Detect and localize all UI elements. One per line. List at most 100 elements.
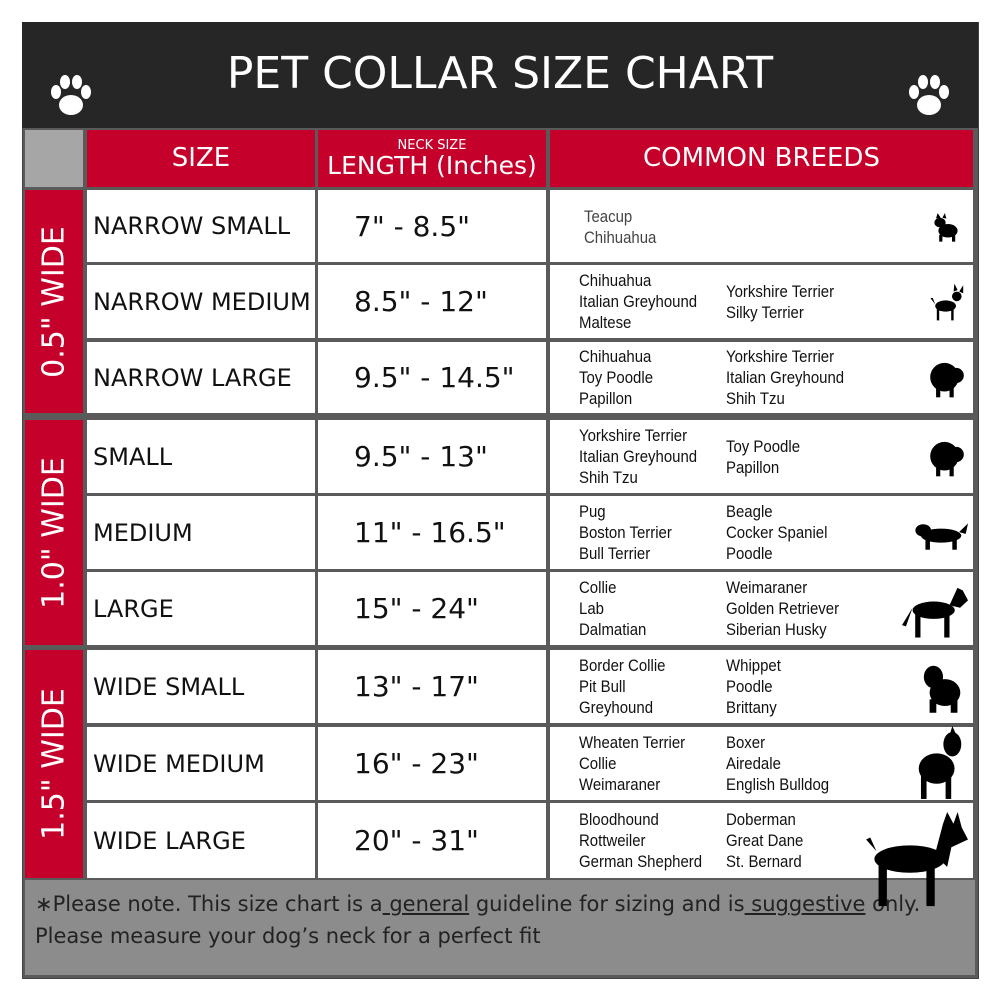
- breed-name: Yorkshire Terrier: [726, 281, 835, 301]
- breed-column: Yorkshire Terrier Italian Greyhound Shih T…: [726, 346, 844, 409]
- breed-name: Boston Terrier: [579, 523, 672, 542]
- breed-column: Toy Poodle Papillon: [726, 436, 800, 478]
- breed-column: Bloodhound Rottweiler German Shepherd: [579, 809, 702, 872]
- breed-name: Great Dane: [726, 831, 804, 850]
- breed-name: Boxer: [726, 733, 766, 752]
- breed-name: St. Bernard: [726, 852, 802, 871]
- header: PET COLLAR SIZE CHART: [22, 22, 978, 128]
- breed-name: Chihuahua: [579, 271, 652, 290]
- chihuahua-icon: [930, 283, 964, 320]
- shepherd-icon: [902, 587, 968, 638]
- breed-name: Weimaraner: [579, 775, 661, 794]
- group-label: 1.0" WIDE: [25, 420, 83, 645]
- breed-name: Dalmatian: [579, 620, 647, 639]
- breed-name: Golden Retriever: [726, 599, 840, 618]
- table-row-breeds: Wheaten Terrier Collie Weimaraner Boxer Aire…: [550, 727, 973, 800]
- breed-name: Bull Terrier: [579, 544, 651, 563]
- breed-name: Italian Greyhound: [726, 368, 845, 387]
- breed-name: Cocker Spaniel: [726, 523, 828, 542]
- note-suggestive: suggestive: [744, 892, 866, 916]
- group-label-text: 1.0" WIDE: [36, 456, 72, 609]
- breed-column: Wheaten Terrier Collie Weimaraner: [579, 732, 685, 795]
- breed-name: Yorkshire Terrier: [726, 347, 835, 366]
- group-label-text: 0.5" WIDE: [36, 225, 72, 378]
- breed-name: Chihuahua: [579, 347, 652, 366]
- table-row-breeds: Collie Lab Dalmatian Weimaraner Golden Retri…: [550, 572, 973, 645]
- note-general: general: [382, 892, 470, 916]
- size-cell: WIDE LARGE: [87, 803, 315, 878]
- breed-name: Siberian Husky: [726, 620, 827, 639]
- footer-note: ∗Please note. This size chart is a gener…: [25, 880, 975, 975]
- size-cell: NARROW LARGE: [87, 342, 315, 413]
- breed-name: Shih Tzu: [726, 389, 785, 408]
- size-cell: SMALL: [87, 420, 315, 493]
- group-label: 1.5" WIDE: [25, 650, 83, 878]
- breed-name: Toy Poodle: [579, 368, 654, 387]
- breed-name: Poodle: [726, 544, 773, 563]
- size-cell: NARROW MEDIUM: [87, 265, 315, 338]
- page-title: PET COLLAR SIZE CHART: [226, 48, 774, 99]
- pomeranian-icon: [930, 441, 964, 476]
- breed-column: Yorkshire Terrier Silky Terrier: [726, 281, 834, 323]
- paw-icon: [909, 75, 949, 115]
- size-cell: LARGE: [87, 572, 315, 645]
- size-cell: MEDIUM: [87, 496, 315, 569]
- header-length: NECK SIZE LENGTH (Inches): [318, 130, 546, 187]
- table-row-breeds: Pug Boston Terrier Bull Terrier Beagle Cocke…: [550, 496, 973, 569]
- length-cell: 7" - 8.5": [318, 190, 546, 262]
- breed-name: Silky Terrier: [726, 302, 804, 322]
- breed-name: Border Collie: [579, 656, 666, 675]
- breed-column: Collie Lab Dalmatian: [579, 577, 646, 640]
- table-row-breeds: Yorkshire Terrier Italian Greyhound Shih T…: [550, 420, 973, 493]
- size-cell: WIDE MEDIUM: [87, 727, 315, 800]
- length-cell: 16" - 23": [318, 727, 546, 800]
- length-cell: 11" - 16.5": [318, 496, 546, 569]
- breed-column: Weimaraner Golden Retriever Siberian Husky: [726, 577, 839, 640]
- table-row-breeds: Chihuahua Toy Poodle Papillon Yorkshire Ter…: [550, 342, 973, 413]
- breed-name: English Bulldog: [726, 775, 830, 794]
- group-label-text: 1.5" WIDE: [36, 688, 72, 840]
- breed-name: Pit Bull: [579, 677, 626, 696]
- note-text: guideline for sizing and is: [469, 892, 745, 916]
- breed-column: Beagle Cocker Spaniel Poodle: [726, 501, 827, 564]
- breed-column: Doberman Great Dane St. Bernard: [726, 809, 803, 872]
- breed-name: Papillon: [726, 457, 780, 477]
- breed-name: Maltese: [579, 313, 632, 332]
- header-size: SIZE: [87, 130, 315, 187]
- length-cell: 8.5" - 12": [318, 265, 546, 338]
- paw-icon: [51, 75, 91, 115]
- breed-column: Boxer Airedale English Bulldog: [726, 732, 829, 795]
- breed-name: Weimaraner: [726, 578, 808, 597]
- breed-column: Chihuahua Toy Poodle Papillon: [579, 346, 653, 409]
- breed-name: Pug: [579, 502, 606, 521]
- header-breeds: COMMON BREEDS: [550, 130, 973, 187]
- size-cell: WIDE SMALL: [87, 650, 315, 723]
- breed-name: Shih Tzu: [579, 468, 638, 487]
- length-cell: 9.5" - 14.5": [318, 342, 546, 413]
- breed-name: Chihuahua: [584, 228, 657, 247]
- breed-name: Italian Greyhound: [579, 292, 698, 311]
- breed-name: Collie: [579, 578, 617, 597]
- breed-column: Pug Boston Terrier Bull Terrier: [579, 501, 672, 564]
- length-cell: 15" - 24": [318, 572, 546, 645]
- breed-name: Yorkshire Terrier: [579, 426, 688, 445]
- breed-name: Whippet: [726, 656, 781, 675]
- dachshund-icon: [915, 522, 968, 550]
- breed-name: Teacup: [584, 207, 633, 226]
- breed-name: Toy Poodle: [726, 436, 801, 456]
- note-text: ∗Please note. This size chart is a: [35, 892, 383, 916]
- breed-column: Whippet Poodle Brittany: [726, 655, 781, 718]
- table-row-breeds: Border Collie Pit Bull Greyhound Whippet Poo…: [550, 650, 973, 723]
- doberman-icon: [866, 811, 968, 906]
- length-cell: 9.5" - 13": [318, 420, 546, 493]
- breed-column: Teacup Chihuahua: [584, 206, 656, 248]
- breed-name: Beagle: [726, 502, 773, 521]
- breed-name: Wheaten Terrier: [579, 733, 686, 752]
- breed-name: Doberman: [726, 810, 796, 829]
- note-line2: Please measure your dog’s neck for a per…: [35, 924, 541, 948]
- length-cell: 13" - 17": [318, 650, 546, 723]
- header-length-label: LENGTH (Inches): [327, 151, 537, 180]
- breed-name: German Shepherd: [579, 852, 703, 871]
- yorkie-icon: [934, 213, 958, 242]
- breed-column: Chihuahua Italian Greyhound Maltese: [579, 270, 697, 333]
